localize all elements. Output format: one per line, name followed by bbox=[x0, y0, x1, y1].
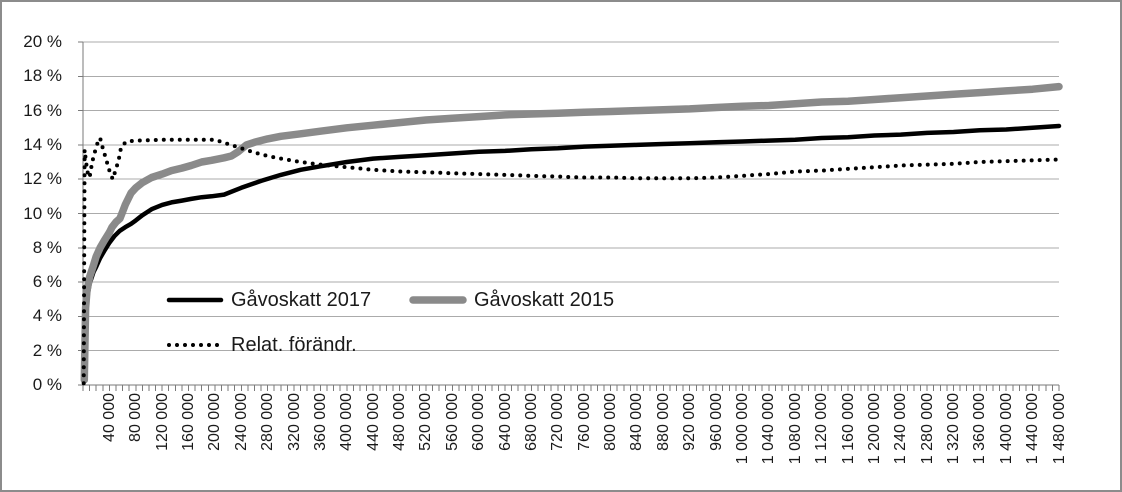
x-tick-label: 1 040 000 bbox=[760, 393, 778, 465]
x-tick-label: 1 160 000 bbox=[839, 393, 857, 465]
y-tick-label: 2 % bbox=[32, 341, 62, 360]
x-tick-label: 560 000 bbox=[443, 393, 461, 451]
x-tick-label: 440 000 bbox=[364, 393, 382, 451]
legend-label-relat-forandr: Relat. förändr. bbox=[231, 333, 357, 356]
y-tick-label: 10 % bbox=[23, 204, 62, 223]
x-tick-label: 640 000 bbox=[496, 393, 514, 451]
x-tick-label: 1 400 000 bbox=[997, 393, 1015, 465]
x-tick-label: 680 000 bbox=[522, 393, 540, 451]
x-tick-label: 1 360 000 bbox=[971, 393, 989, 465]
x-tick-label: 1 080 000 bbox=[786, 393, 804, 465]
x-tick-label: 1 480 000 bbox=[1050, 393, 1068, 465]
x-tick-label: 600 000 bbox=[470, 393, 488, 451]
y-tick-label: 20 % bbox=[23, 32, 62, 51]
x-tick-label: 960 000 bbox=[707, 393, 725, 451]
legend-item-relativ-forandring: Relat. förändr. bbox=[166, 333, 357, 357]
x-tick-label: 160 000 bbox=[180, 393, 197, 451]
x-tick-label: 320 000 bbox=[285, 393, 303, 451]
x-tick-label: 200 000 bbox=[206, 393, 224, 451]
x-tick-label: 280 000 bbox=[259, 393, 277, 451]
legend-label-2017: Gåvoskatt 2017 bbox=[231, 288, 372, 311]
x-tick-label: 400 000 bbox=[338, 393, 356, 451]
y-tick-label: 4 % bbox=[32, 306, 62, 325]
x-tick-label: 360 000 bbox=[311, 393, 329, 451]
x-tick-label: 40 000 bbox=[100, 393, 118, 442]
y-tick-label: 18 % bbox=[23, 66, 62, 85]
y-tick-label: 14 % bbox=[23, 135, 62, 154]
x-tick-label: 720 000 bbox=[549, 393, 567, 451]
x-tick-label: 1 120 000 bbox=[813, 393, 831, 465]
x-tick-label: 760 000 bbox=[575, 393, 593, 451]
y-tick-label: 12 % bbox=[23, 169, 62, 188]
x-tick-label: 240 000 bbox=[232, 393, 250, 451]
x-tick-label: 1 440 000 bbox=[1024, 393, 1042, 465]
x-tick-label: 920 000 bbox=[681, 393, 699, 451]
legend-line-dotted-icon bbox=[167, 343, 223, 347]
y-tick-label: 8 % bbox=[32, 238, 62, 257]
x-tick-label: 840 000 bbox=[628, 393, 646, 451]
legend-label-2015: Gåvoskatt 2015 bbox=[474, 288, 615, 311]
legend-item-gavoskatt-2015: Gåvoskatt 2015 bbox=[409, 288, 614, 312]
x-tick-label: 480 000 bbox=[391, 393, 408, 451]
x-tick-label: 1 000 000 bbox=[734, 393, 751, 465]
x-tick-label: 1 200 000 bbox=[865, 393, 883, 465]
x-tick-label: 520 000 bbox=[417, 393, 435, 451]
legend-line-solid-black-icon bbox=[166, 297, 224, 303]
x-tick-label: 120 000 bbox=[153, 393, 171, 451]
x-tick-label: 1 240 000 bbox=[892, 393, 910, 465]
x-tick-label: 800 000 bbox=[602, 393, 620, 451]
y-tick-label: 0 % bbox=[32, 375, 62, 394]
x-tick-label: 1 320 000 bbox=[945, 393, 962, 465]
legend-line-solid-gray-icon bbox=[409, 296, 467, 304]
y-tick-label: 6 % bbox=[32, 272, 62, 291]
x-tick-label: 880 000 bbox=[654, 393, 672, 451]
y-tick-label: 16 % bbox=[23, 101, 62, 120]
x-tick-label: 1 280 000 bbox=[918, 393, 936, 465]
legend-item-gavoskatt-2017: Gåvoskatt 2017 bbox=[166, 288, 371, 312]
x-tick-label: 80 000 bbox=[127, 393, 145, 442]
